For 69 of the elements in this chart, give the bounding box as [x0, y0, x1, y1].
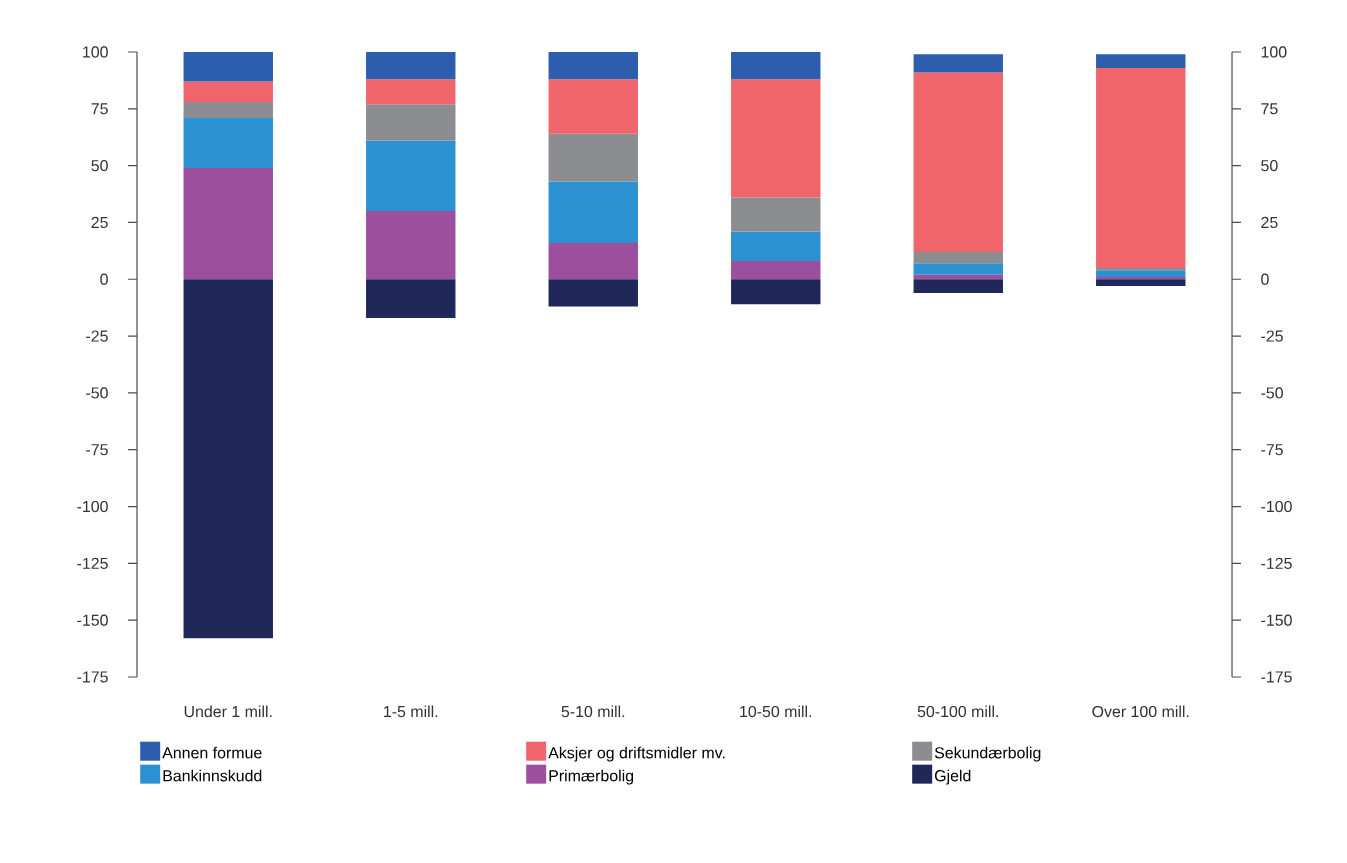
- bar: [183, 81, 273, 102]
- bar: [913, 279, 1003, 293]
- legend-label: Sekundærbolig: [934, 746, 1041, 762]
- legend-label: Bankinnskudd: [163, 769, 262, 782]
- bar: [731, 279, 821, 305]
- bar: [366, 79, 456, 105]
- bar: [183, 117, 273, 168]
- bar: [913, 54, 1003, 73]
- bar: [548, 181, 638, 243]
- bar: [183, 279, 273, 639]
- bar: [1096, 67, 1186, 268]
- y2-tick-label: -125: [1261, 557, 1292, 569]
- y-tick-label: 50: [91, 159, 108, 172]
- bar: [366, 279, 456, 318]
- bar: [913, 251, 1003, 264]
- bar: [183, 51, 273, 82]
- y2-tick-label: -100: [1261, 500, 1292, 513]
- bar: [548, 279, 638, 307]
- legend-label: Annen formue: [162, 746, 262, 759]
- bar: [731, 261, 821, 280]
- bar: [366, 211, 456, 280]
- y-tick-label: 25: [91, 216, 108, 229]
- x-tick-label: Under 1 mill.: [184, 705, 272, 718]
- bar: [366, 140, 456, 212]
- y-tick-label: -150: [77, 614, 108, 626]
- y-tick-label: 75: [91, 103, 108, 115]
- y-tick-label: 0: [100, 273, 108, 285]
- x-tick-label: 10-50 mill.: [740, 705, 812, 718]
- bar: [731, 197, 821, 232]
- y-tick-label: -75: [86, 444, 108, 456]
- bar: [1096, 54, 1186, 68]
- y-tick-label: -125: [77, 557, 108, 569]
- y-tick-label: -25: [86, 330, 108, 342]
- bar: [731, 51, 821, 80]
- bar: [913, 263, 1003, 275]
- y2-tick-label: -150: [1261, 614, 1292, 626]
- y2-tick-label: -75: [1261, 444, 1283, 456]
- y2-tick-label: 100: [1261, 46, 1287, 58]
- bar: [366, 104, 456, 141]
- y2-tick-label: 0: [1261, 273, 1269, 285]
- bar: [183, 101, 273, 118]
- bar: [731, 231, 821, 262]
- legend-label: Primærbolig: [549, 769, 634, 785]
- legend-label: Aksjer og driftsmidler mv.: [548, 746, 725, 762]
- bar: [548, 242, 638, 280]
- bar: [183, 167, 273, 280]
- bar: [548, 133, 638, 182]
- y-tick-label: 100: [83, 46, 108, 58]
- y2-tick-label: -50: [1261, 387, 1283, 399]
- y-tick-label: -175: [77, 671, 108, 683]
- y2-tick-label: 75: [1261, 103, 1278, 115]
- x-tick-label: 50-100 mill.: [917, 705, 998, 718]
- y-tick-label: -100: [77, 500, 108, 513]
- x-tick-label: 5-10 mill.: [561, 705, 625, 718]
- x-tick-label: 1-5 mill.: [384, 705, 438, 718]
- bar: [1096, 279, 1186, 287]
- bar: [548, 79, 638, 134]
- y2-tick-label: -25: [1261, 330, 1283, 342]
- bar: [548, 51, 638, 80]
- x-tick-label: Over 100 mill.: [1092, 705, 1189, 718]
- y2-tick-label: 25: [1261, 216, 1278, 229]
- y-tick-label: -50: [86, 387, 108, 399]
- y2-tick-label: 50: [1261, 159, 1278, 172]
- bar: [366, 51, 456, 80]
- bar: [1096, 270, 1186, 277]
- bar: [731, 79, 821, 198]
- y2-tick-label: -175: [1261, 671, 1292, 683]
- bar: [913, 72, 1003, 252]
- legend-label: Gjeld: [934, 769, 971, 785]
